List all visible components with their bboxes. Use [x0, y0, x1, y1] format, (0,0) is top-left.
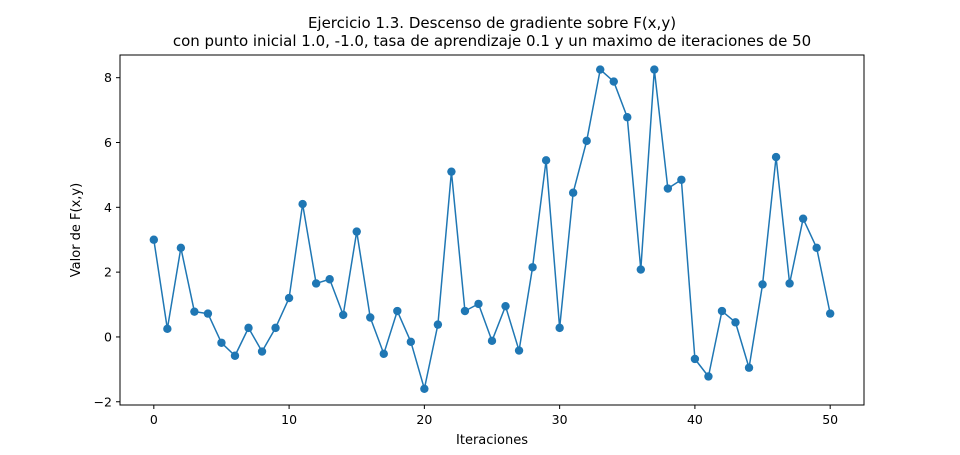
data-point	[203, 309, 213, 318]
data-point	[758, 280, 767, 289]
y-tick-label: 2	[104, 265, 112, 280]
data-point	[785, 279, 794, 288]
data-point	[744, 363, 754, 372]
x-tick-label: 20	[416, 412, 432, 427]
x-tick-label: 40	[687, 412, 703, 427]
data-point	[798, 214, 808, 223]
data-point	[406, 337, 416, 347]
data-point	[217, 338, 226, 347]
data-point	[311, 279, 321, 288]
data-point	[163, 324, 172, 334]
data-point	[501, 301, 510, 311]
x-tick-label: 50	[822, 412, 838, 427]
plot-area	[149, 65, 835, 393]
data-point	[568, 188, 578, 197]
data-point	[298, 199, 307, 209]
y-axis: −2 0 2 4 6 8	[94, 70, 120, 409]
data-point	[541, 156, 551, 165]
y-tick-label: 4	[104, 200, 112, 215]
x-axis-label: Iteraciones	[456, 433, 528, 448]
data-point	[663, 184, 673, 193]
data-point	[352, 227, 361, 236]
x-tick-label: 30	[552, 412, 568, 427]
y-tick-label: 0	[104, 329, 112, 344]
y-axis-label: Valor de F(x,y)	[69, 183, 84, 277]
data-point	[244, 323, 253, 333]
data-point	[366, 313, 375, 322]
data-point	[284, 293, 294, 303]
data-point	[474, 299, 483, 309]
data-point	[257, 347, 267, 356]
data-point	[433, 320, 443, 329]
data-point	[230, 351, 240, 360]
y-tick-label: 8	[104, 70, 112, 85]
data-point	[528, 263, 537, 272]
data-point	[771, 152, 781, 162]
data-point	[271, 323, 280, 333]
data-point	[582, 136, 591, 146]
data-point	[514, 346, 524, 355]
data-point	[650, 65, 659, 74]
data-point	[596, 65, 605, 74]
chart-title-line2: con punto inicial 1.0, -1.0, tasa de apr…	[173, 32, 811, 50]
plot-frame	[119, 54, 865, 406]
data-point	[420, 384, 429, 393]
data-point	[447, 167, 456, 176]
data-point	[690, 354, 700, 364]
x-axis: 0 10 20 30 40 50	[150, 405, 838, 427]
data-point	[623, 113, 632, 122]
data-point	[555, 323, 564, 333]
data-point	[339, 310, 348, 320]
data-point	[609, 77, 618, 86]
data-point	[825, 309, 835, 318]
data-point	[717, 306, 727, 316]
data-point	[704, 372, 713, 381]
y-tick-label: −2	[94, 394, 112, 409]
x-tick-label: 10	[281, 412, 297, 427]
data-point	[176, 243, 186, 253]
data-point	[636, 265, 645, 274]
data-point	[190, 307, 199, 316]
data-point	[325, 275, 334, 284]
data-point	[149, 235, 159, 244]
data-point	[677, 175, 686, 184]
data-point	[379, 349, 388, 358]
chart-title-line1: Ejercicio 1.3. Descenso de gradiente sob…	[308, 14, 676, 32]
data-point	[812, 243, 821, 253]
data-point	[487, 336, 497, 346]
x-tick-label: 0	[150, 412, 158, 427]
data-point	[460, 306, 470, 316]
data-point	[731, 318, 740, 327]
data-point	[393, 306, 402, 316]
y-tick-label: 6	[104, 135, 112, 150]
